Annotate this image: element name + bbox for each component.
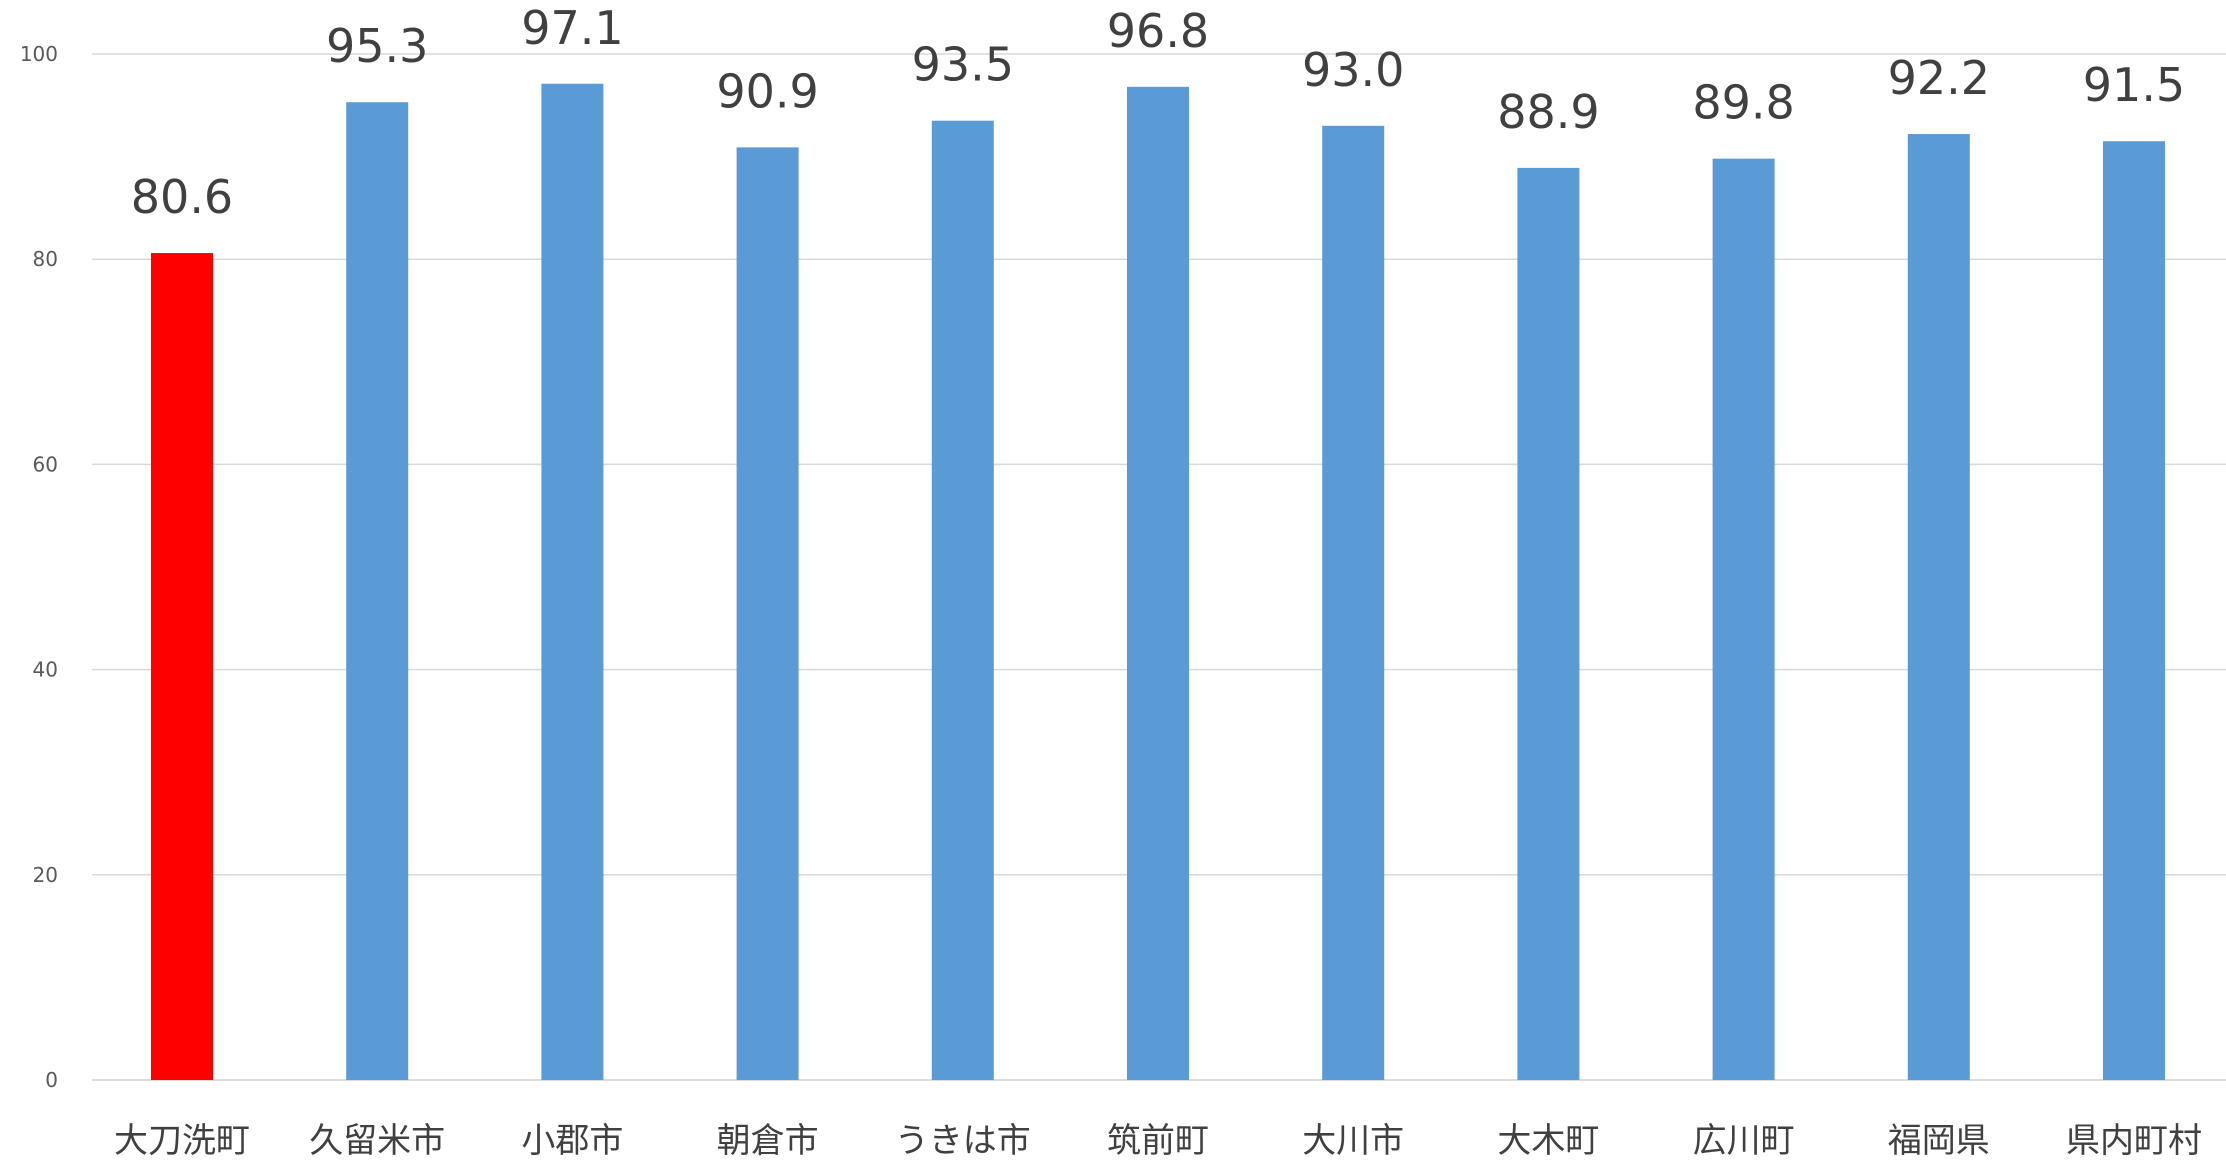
data-label: 93.5: [912, 38, 1014, 92]
bar-4: [931, 120, 994, 1080]
x-tick-label: 筑前町: [1107, 1121, 1209, 1161]
data-label: 80.6: [131, 170, 233, 224]
bar-7: [1517, 167, 1580, 1081]
bar-5: [1127, 86, 1189, 1080]
x-tick-label: 朝倉市: [717, 1121, 819, 1161]
x-tick-label: 大川市: [1302, 1121, 1404, 1161]
data-label: 91.5: [2083, 58, 2185, 112]
data-label: 96.8: [1107, 4, 1209, 58]
bars: [151, 83, 2165, 1081]
data-label: 97.1: [521, 1, 623, 55]
y-tick-label: 60: [33, 452, 58, 476]
x-tick-label: 福岡県: [1888, 1121, 1990, 1161]
x-tick-label: 大刀洗町: [114, 1121, 250, 1161]
y-tick-label: 80: [33, 247, 58, 271]
bar-6: [1322, 125, 1385, 1080]
y-tick-label: 20: [33, 863, 58, 887]
x-tick-label: 大木町: [1497, 1121, 1599, 1161]
data-labels: 80.6 95.3 97.1 90.9 93.5 96.8 93.0 88.9 89.8 92.2…: [131, 1, 2185, 224]
x-axis-ticks: 大刀洗町 久留米市 小郡市 朝倉市 うきは市 筑前町 大川市 大木町 広川町 福岡県 県内町村: [114, 1121, 2202, 1161]
bar-9: [1907, 134, 1970, 1080]
bar-0: [151, 253, 213, 1080]
x-tick-label: 広川町: [1693, 1121, 1795, 1161]
data-label: 90.9: [716, 64, 818, 118]
bar-3: [736, 147, 799, 1081]
bar-10: [2103, 141, 2165, 1080]
bar-8: [1712, 158, 1775, 1081]
x-tick-label: 小郡市: [521, 1121, 623, 1161]
data-label: 95.3: [326, 19, 428, 73]
y-tick-label: 40: [33, 658, 58, 682]
x-tick-label: うきは市: [895, 1121, 1031, 1161]
x-tick-label: 県内町村: [2066, 1121, 2202, 1161]
data-label: 89.8: [1692, 76, 1794, 130]
y-axis-ticks: 0 20 40 60 80 100: [20, 42, 58, 1092]
data-label: 92.2: [1888, 51, 1990, 105]
data-label: 93.0: [1302, 43, 1404, 97]
y-tick-label: 0: [45, 1068, 58, 1092]
y-tick-label: 100: [20, 42, 58, 66]
bar-1: [346, 102, 409, 1081]
x-tick-label: 久留米市: [309, 1121, 445, 1161]
bar-2: [541, 83, 604, 1080]
data-label: 88.9: [1497, 85, 1599, 139]
